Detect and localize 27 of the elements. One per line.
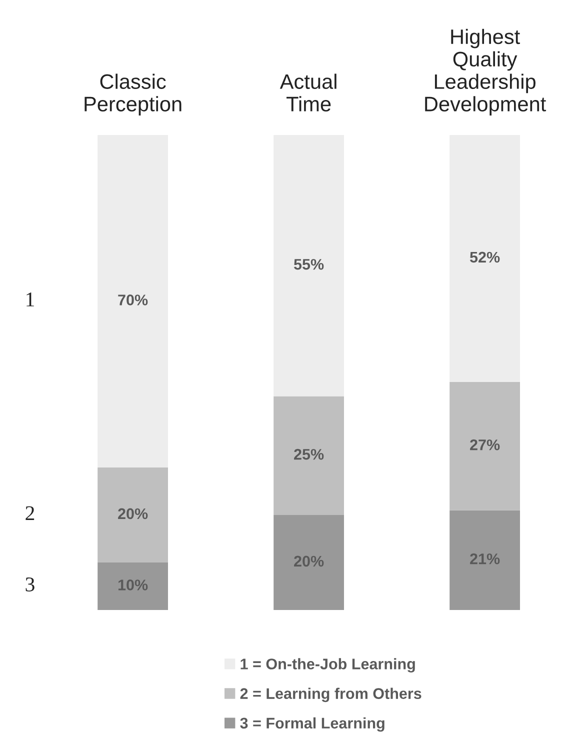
x-tick-label: Classic Perception — [84, 74, 182, 116]
text: 1 — [26, 292, 34, 306]
bar — [274, 396, 344, 515]
bar — [98, 468, 168, 562]
data-label: 25% — [294, 448, 324, 460]
data-label: 10% — [118, 580, 148, 590]
legend-label: 2 = Learning from Others — [240, 688, 422, 702]
bar — [450, 510, 520, 610]
text: 3 — [26, 577, 34, 592]
legend-label: 1 = On-the-Job Learning — [240, 658, 415, 672]
data-label: 52% — [470, 252, 500, 263]
data-label: 27% — [470, 439, 500, 450]
legend-label: 3 = Formal Learning — [240, 717, 384, 732]
data-label: 21% — [470, 553, 500, 564]
x-tick-label: Actual Time — [280, 74, 336, 112]
bar — [274, 135, 344, 396]
bar — [450, 382, 520, 510]
bar — [450, 135, 520, 382]
bar — [98, 562, 168, 610]
x-tick-label: Highest Quality Leadership Development — [425, 28, 546, 116]
data-label: 20% — [294, 556, 324, 567]
data-label: 55% — [294, 258, 324, 270]
data-label: 20% — [118, 508, 148, 520]
bar — [274, 515, 344, 610]
text: 2 — [26, 506, 34, 520]
data-label: 70% — [118, 294, 148, 306]
bar — [98, 135, 168, 468]
